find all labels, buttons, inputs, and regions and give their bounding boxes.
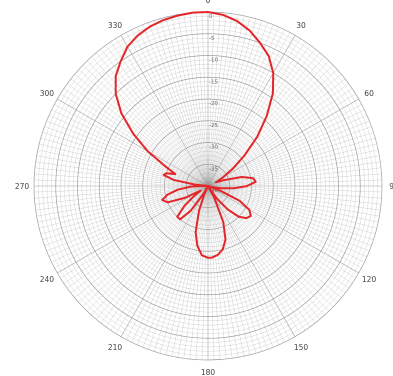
radial-grid-ring [86,64,330,308]
radial-grid-ring [155,133,261,239]
angular-tick-label: 150 [294,343,309,352]
angular-tick-label: 300 [40,89,55,98]
radial-grid-ring [159,137,256,234]
radial-grid-ring [72,50,344,322]
radial-grid-ring [68,46,348,326]
radial-grid-ring [103,81,313,291]
radial-tick-label: -5 [209,36,215,42]
radial-grid-ring [185,163,231,209]
radial-grid-ring [59,37,357,335]
radial-grid-ring [64,42,352,330]
angular-tick-label: 240 [40,275,55,284]
radial-grid-ring [77,55,339,317]
radial-tick-label: -40 [209,188,218,194]
radial-grid-ring [138,116,278,256]
radial-grid-ring [120,98,296,274]
radial-tick-label: 0 [209,14,213,20]
radial-grid-ring [107,85,309,287]
radial-grid-ring [51,29,365,343]
radial-grid-ring [142,120,274,252]
radial-tick-label: -35 [209,166,218,172]
series-layer [114,11,275,259]
radial-grid-ring [94,72,322,300]
radial-grid-ring [42,20,374,352]
angular-tick-label: 90 [389,182,393,191]
radial-tick-labels: 0 -5 -10 -15 -20 -25 -30 -35 -40 [209,14,218,194]
radial-grid-ring [55,33,361,339]
radial-grid-ring [116,94,300,278]
radial-grid-ring [81,59,335,313]
radial-tick-label: -10 [209,58,218,64]
angular-tick-label: 0 [206,0,211,5]
radial-tick-label: -25 [209,123,218,129]
angular-tick-labels: 0 30 60 90 120 150 180 210 240 270 300 330 [15,0,393,376]
radial-grid-ring [133,111,283,261]
radial-grid-ring [90,68,326,304]
radial-grid-ring [129,107,287,265]
radial-tick-label: -15 [209,79,218,85]
radial-grid-ring [46,24,370,348]
radial-grid-ring [112,90,304,282]
angular-tick-label: 120 [362,275,377,284]
angular-tick-label: 30 [296,21,306,30]
radial-grid-ring [38,16,378,356]
radial-grid-ring [146,124,270,248]
radial-grid-ring [177,155,239,217]
angular-tick-label: 180 [201,368,216,376]
radial-grid-ring [164,142,252,230]
angular-tick-label: 60 [364,89,374,98]
angular-tick-label: 330 [108,21,123,30]
series-line [114,11,275,259]
radial-grid-ring [181,159,235,213]
angular-tick-label: 270 [15,182,30,191]
radial-grid-ring [98,76,318,296]
angular-tick-label: 210 [108,343,123,352]
radial-tick-label: -20 [209,101,218,107]
radial-grid-ring [151,129,265,243]
radial-grid-ring [125,103,291,269]
radial-tick-label: -30 [209,145,218,151]
